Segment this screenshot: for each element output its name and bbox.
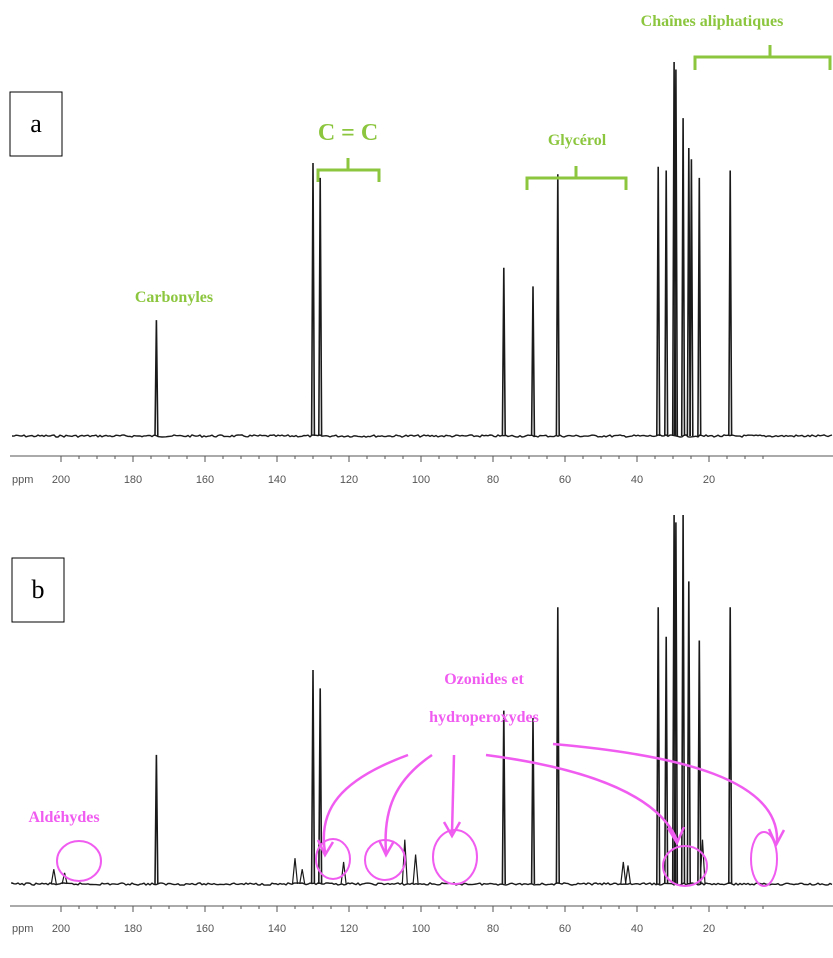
bracket-c-c (316, 158, 381, 182)
peak-130-ppm (310, 162, 316, 437)
peak-77-ppm (501, 267, 506, 437)
panel-a-letter: a (30, 109, 42, 138)
tick-label-40: 40 (631, 474, 643, 486)
tick-label-200: 200 (52, 923, 70, 935)
tick-label-180: 180 (124, 474, 142, 486)
peak-62-ppm (555, 607, 560, 885)
circle-region-103 (432, 829, 478, 885)
axis-b-unit: ppm (12, 923, 33, 935)
panel-b-letter: b (32, 575, 45, 604)
arrow-to-22 (552, 742, 779, 843)
peak-22.7-ppm (697, 640, 702, 885)
arrowhead-22 (767, 828, 786, 848)
peak-133-ppm (299, 869, 306, 885)
panel-a: a 200 180 160 140 120 100 80 60 40 20 ppm Carbony… (9, 13, 833, 486)
peak-173.5-ppm (154, 320, 159, 437)
arrows (316, 742, 786, 858)
tick-label-20: 20 (703, 923, 715, 935)
peak-24.9-ppm (689, 159, 694, 437)
peak-199-ppm (61, 872, 68, 885)
peak-25.6-ppm (686, 581, 691, 885)
tick-label-160: 160 (196, 923, 214, 935)
tick-label-60: 60 (559, 923, 571, 935)
circle-aldehydes (56, 840, 102, 882)
peak-202-ppm (50, 869, 57, 885)
peak-101.5-ppm (412, 854, 419, 885)
peak-130-ppm (310, 669, 316, 885)
bracket-chaines (693, 45, 832, 70)
peak-14.1-ppm (728, 170, 733, 437)
spectrum-a-trace (11, 61, 833, 438)
peak-31.9-ppm (664, 170, 669, 437)
peak-27.2-ppm (680, 514, 686, 885)
baseline-noise (11, 434, 833, 438)
axis-b-ticks: 200 180 160 140 120 100 80 60 40 20 (52, 906, 764, 935)
peak-68.9-ppm (530, 717, 536, 885)
label-hydroperoxydes: hydroperoxydes (429, 709, 539, 726)
arrowhead-103 (442, 821, 462, 839)
tick-label-120: 120 (340, 923, 358, 935)
panel-b: b 200 180 160 140 120 100 80 60 40 20 ppm Aldéhyd… (10, 514, 833, 935)
spectrum-b-trace (11, 514, 833, 886)
peak-173.5-ppm (154, 754, 159, 885)
label-ozonides: Ozonides et (444, 671, 524, 688)
label-chaines-aliphatiques: Chaînes aliphatiques (641, 13, 784, 30)
bracket-glycerol (525, 166, 628, 190)
tick-label-60: 60 (559, 474, 571, 486)
label-carbonyles: Carbonyles (135, 289, 213, 306)
axis-a-ticks: 200 180 160 140 120 100 80 60 40 20 (52, 456, 764, 486)
circle-region-134 (315, 838, 351, 880)
tick-label-100: 100 (412, 923, 430, 935)
tick-label-20: 20 (703, 474, 715, 486)
arrow-to-103 (450, 754, 456, 834)
tick-label-120: 120 (340, 474, 358, 486)
peak-77-ppm (501, 710, 506, 885)
arrow-to-134 (322, 753, 409, 853)
tick-label-140: 140 (268, 923, 286, 935)
arrowhead-43 (666, 826, 686, 846)
peak-43.8-ppm (620, 861, 627, 885)
axis-a-unit: ppm (12, 474, 33, 486)
peak-128-ppm (318, 688, 323, 885)
tick-label-200: 200 (52, 474, 70, 486)
baseline-noise (11, 881, 833, 886)
tick-label-180: 180 (124, 923, 142, 935)
peak-42.5-ppm (624, 865, 632, 885)
arrow-to-43 (485, 753, 679, 841)
peak-68.9-ppm (530, 286, 536, 437)
label-aldehydes: Aldéhydes (28, 809, 99, 826)
peak-14.1-ppm (728, 607, 733, 885)
peak-21.8-ppm (699, 839, 706, 885)
tick-label-40: 40 (631, 923, 643, 935)
peak-31.9-ppm (664, 636, 669, 885)
tick-label-80: 80 (487, 474, 499, 486)
peak-27.2-ppm (680, 118, 686, 437)
peak-34.1-ppm (656, 166, 661, 437)
peak-22.7-ppm (697, 177, 702, 437)
tick-label-160: 160 (196, 474, 214, 486)
peak-62-ppm (555, 174, 560, 437)
label-c-c: C = C (318, 120, 378, 146)
peak-135-ppm (291, 858, 299, 885)
tick-label-140: 140 (268, 474, 286, 486)
peak-34.1-ppm (656, 607, 661, 885)
arrow-to-121 (384, 753, 433, 853)
panel-a-box (9, 91, 63, 157)
circle-region-43 (662, 845, 708, 887)
tick-label-100: 100 (412, 474, 430, 486)
peak-128-ppm (318, 177, 323, 437)
panel-b-box (11, 557, 65, 623)
tick-label-80: 80 (487, 923, 499, 935)
peak-29.2-ppm (673, 69, 679, 437)
arrowhead-121 (377, 839, 396, 858)
label-glycerol: Glycérol (548, 132, 607, 149)
arrowhead-134 (316, 839, 335, 858)
circle-region-22 (750, 831, 778, 887)
